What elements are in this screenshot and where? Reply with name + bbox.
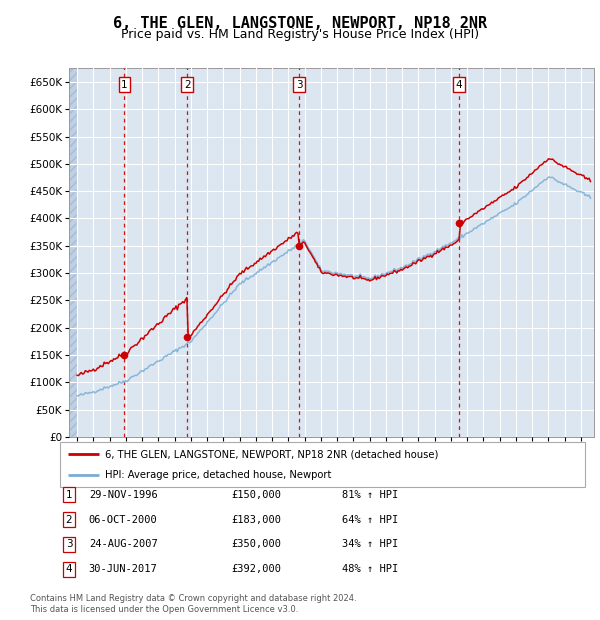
Text: 06-OCT-2000: 06-OCT-2000 [89,515,158,525]
Text: 2: 2 [65,515,73,525]
Text: 34% ↑ HPI: 34% ↑ HPI [342,539,398,549]
Text: 2: 2 [184,80,190,90]
Text: £392,000: £392,000 [231,564,281,574]
Text: 29-NOV-1996: 29-NOV-1996 [89,490,158,500]
Text: HPI: Average price, detached house, Newport: HPI: Average price, detached house, Newp… [104,469,331,480]
Text: 6, THE GLEN, LANGSTONE, NEWPORT, NP18 2NR (detached house): 6, THE GLEN, LANGSTONE, NEWPORT, NP18 2N… [104,449,438,459]
Text: 4: 4 [65,564,73,574]
Text: £150,000: £150,000 [231,490,281,500]
FancyBboxPatch shape [60,442,585,487]
Text: 1: 1 [121,80,128,90]
Text: 48% ↑ HPI: 48% ↑ HPI [342,564,398,574]
Text: 6, THE GLEN, LANGSTONE, NEWPORT, NP18 2NR: 6, THE GLEN, LANGSTONE, NEWPORT, NP18 2N… [113,16,487,30]
Text: Price paid vs. HM Land Registry's House Price Index (HPI): Price paid vs. HM Land Registry's House … [121,28,479,41]
Text: 3: 3 [65,539,73,549]
Text: 81% ↑ HPI: 81% ↑ HPI [342,490,398,500]
Text: £183,000: £183,000 [231,515,281,525]
Text: 3: 3 [296,80,302,90]
Text: 24-AUG-2007: 24-AUG-2007 [89,539,158,549]
Text: 30-JUN-2017: 30-JUN-2017 [89,564,158,574]
Text: £350,000: £350,000 [231,539,281,549]
Text: 64% ↑ HPI: 64% ↑ HPI [342,515,398,525]
Text: 1: 1 [65,490,73,500]
Text: 4: 4 [456,80,463,90]
Text: Contains HM Land Registry data © Crown copyright and database right 2024.
This d: Contains HM Land Registry data © Crown c… [30,595,356,614]
